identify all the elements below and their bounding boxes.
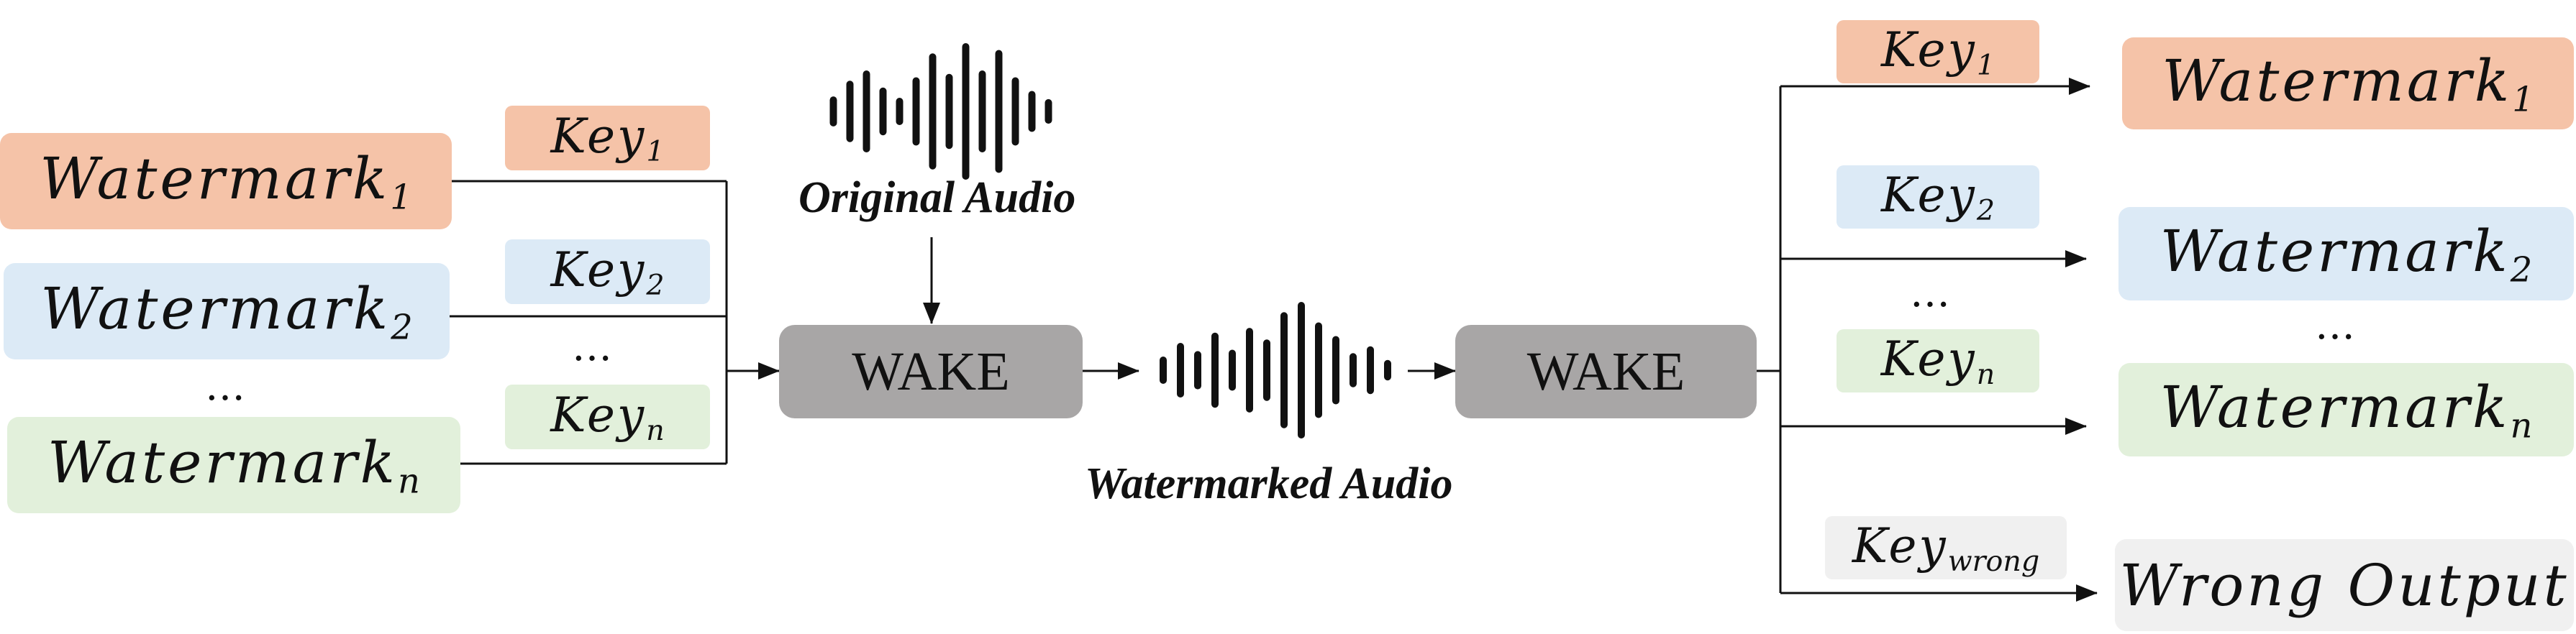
waveform-bar [1350,353,1357,387]
input-watermark-n-text: Watermarkn [47,428,420,502]
output-watermark-ellipsis: … [2315,302,2362,349]
output-watermark-1-text: Watermark1 [2162,47,2534,120]
input-key-2-text: Key2 [550,242,665,302]
input-key-1: Key1 [505,106,710,170]
input-key-1-text: Key1 [550,108,665,168]
input-key-n: Keyn [505,385,710,449]
wrong-output: Wrong Output [2115,539,2574,631]
waveform-bar [945,73,953,150]
input-watermark-1-text: Watermark1 [40,144,412,218]
waveform-bar [995,50,1003,173]
output-key-n-text: Keyn [1880,331,1995,391]
waveform-bar [1246,328,1253,413]
waveform-bar [1315,322,1322,418]
waveform-bar [846,81,854,142]
wake-encoder-block: WAKE [779,325,1083,418]
output-key-2-text: Key2 [1880,167,1995,227]
watermarked-audio-waveform-icon [1160,302,1391,438]
waveform-bar [1194,351,1201,390]
waveform-bar [1160,357,1167,384]
output-watermark-2: Watermark2 [2118,207,2574,300]
wake-encoder-label: WAKE [852,341,1010,402]
wrong-output-text: Wrong Output [2119,551,2570,619]
waveform-bar [1384,359,1391,381]
waveform-bar [978,70,986,152]
output-key-wrong-text: Keywrong [1852,518,2040,578]
waveform-bar [1044,98,1052,124]
waveform-bar [1177,343,1184,398]
output-watermark-2-text: Watermark2 [2159,217,2533,290]
input-key-n-text: Keyn [550,387,665,447]
waveform-bar [1028,91,1036,132]
waveform-bar [1332,336,1339,405]
waveform-bar [1280,312,1288,428]
waveform-bar [1229,349,1236,391]
watermarked-audio-caption: Watermarked Audio [1085,459,1453,508]
input-watermark-1: Watermark1 [0,133,452,229]
original-audio-waveform-icon [829,43,1052,180]
waveform-bar [929,53,937,170]
input-watermark-n: Watermarkn [7,417,460,513]
waveform-bar [912,77,920,146]
output-key-1-text: Key1 [1880,22,1995,82]
output-key-ellipsis: … [1910,270,1957,316]
original-audio-caption: Original Audio [798,173,1076,222]
waveform-bar [1211,332,1219,408]
waveform-bar [879,87,887,136]
input-key-2: Key2 [505,239,710,304]
output-key-1: Key1 [1837,20,2039,83]
input-watermark-ellipsis: … [205,363,252,410]
waveform-bar [1011,77,1019,146]
output-watermark-n: Watermarkn [2118,363,2574,456]
waveform-bar [829,96,837,127]
output-watermark-n-text: Watermarkn [2159,373,2533,446]
waveform-bar [863,70,870,152]
waveform-bar [896,98,904,125]
waveform-bar [1263,339,1270,401]
input-key-ellipsis: … [572,323,619,370]
input-watermark-2-text: Watermark2 [40,275,413,348]
input-watermark-2: Watermark2 [4,263,450,359]
wake-decoder-label: WAKE [1526,341,1685,402]
output-watermark-1: Watermark1 [2122,37,2574,129]
waveform-bar [962,43,970,180]
output-key-wrong: Keywrong [1825,516,2067,579]
output-key-n: Keyn [1837,329,2039,392]
waveform-bar [1298,302,1305,438]
output-key-2: Key2 [1837,165,2039,229]
waveform-bar [1367,346,1374,395]
wake-decoder-block: WAKE [1455,325,1757,418]
